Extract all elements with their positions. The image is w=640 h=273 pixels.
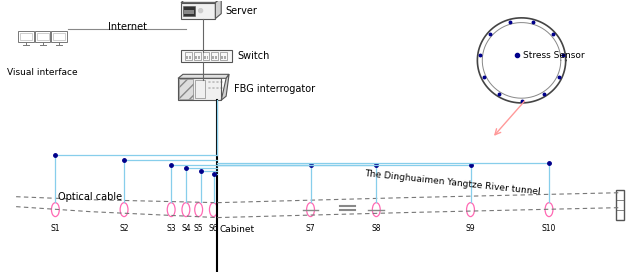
- Bar: [211, 52, 218, 60]
- Bar: [195, 80, 205, 98]
- Bar: [195, 57, 196, 60]
- Text: =: =: [211, 80, 214, 84]
- Polygon shape: [221, 74, 229, 100]
- Bar: [221, 57, 223, 60]
- Text: The Dinghuaimen Yangtze River tunnel: The Dinghuaimen Yangtze River tunnel: [364, 169, 541, 197]
- Bar: [616, 190, 623, 219]
- Bar: [204, 57, 205, 60]
- Bar: [20, 32, 32, 40]
- Bar: [18, 31, 34, 43]
- Text: =: =: [211, 86, 214, 90]
- Text: S10: S10: [542, 224, 556, 233]
- Text: Internet: Internet: [108, 22, 147, 32]
- Bar: [224, 57, 226, 60]
- Bar: [215, 57, 218, 60]
- Bar: [184, 10, 194, 14]
- Text: Switch: Switch: [237, 51, 269, 61]
- Text: S8: S8: [372, 224, 381, 233]
- Text: Cabinet: Cabinet: [220, 225, 254, 233]
- Text: Optical cable: Optical cable: [58, 192, 122, 202]
- Polygon shape: [181, 0, 221, 3]
- Bar: [189, 57, 191, 60]
- Text: =: =: [220, 80, 222, 84]
- Text: S9: S9: [466, 224, 476, 233]
- Text: S3: S3: [166, 224, 176, 233]
- Text: =: =: [215, 86, 218, 90]
- Bar: [51, 31, 67, 43]
- Text: S4: S4: [181, 224, 191, 233]
- Text: Server: Server: [225, 6, 257, 16]
- Text: =: =: [215, 80, 218, 84]
- Bar: [207, 57, 209, 60]
- Polygon shape: [178, 74, 229, 78]
- Bar: [36, 32, 49, 40]
- Text: Visual interface: Visual interface: [7, 68, 78, 77]
- Bar: [179, 79, 193, 99]
- Text: S7: S7: [306, 224, 316, 233]
- Text: FBG interrogator: FBG interrogator: [234, 84, 315, 94]
- Text: Stress Sensor: Stress Sensor: [522, 51, 584, 60]
- Bar: [198, 57, 200, 60]
- Text: =: =: [220, 86, 222, 90]
- Text: S6: S6: [209, 224, 218, 233]
- Text: S1: S1: [51, 224, 60, 233]
- Bar: [185, 52, 192, 60]
- Text: =: =: [207, 86, 211, 90]
- Bar: [186, 57, 188, 60]
- Text: S2: S2: [119, 224, 129, 233]
- Bar: [203, 52, 209, 60]
- Bar: [178, 78, 221, 100]
- Bar: [181, 51, 232, 62]
- Bar: [181, 3, 215, 19]
- Circle shape: [198, 9, 203, 13]
- Text: =: =: [207, 80, 211, 84]
- Bar: [212, 57, 214, 60]
- Bar: [53, 32, 65, 40]
- Bar: [194, 52, 200, 60]
- Bar: [220, 52, 227, 60]
- Bar: [35, 31, 51, 43]
- Bar: [183, 6, 195, 16]
- Text: S5: S5: [194, 224, 204, 233]
- Polygon shape: [215, 0, 221, 19]
